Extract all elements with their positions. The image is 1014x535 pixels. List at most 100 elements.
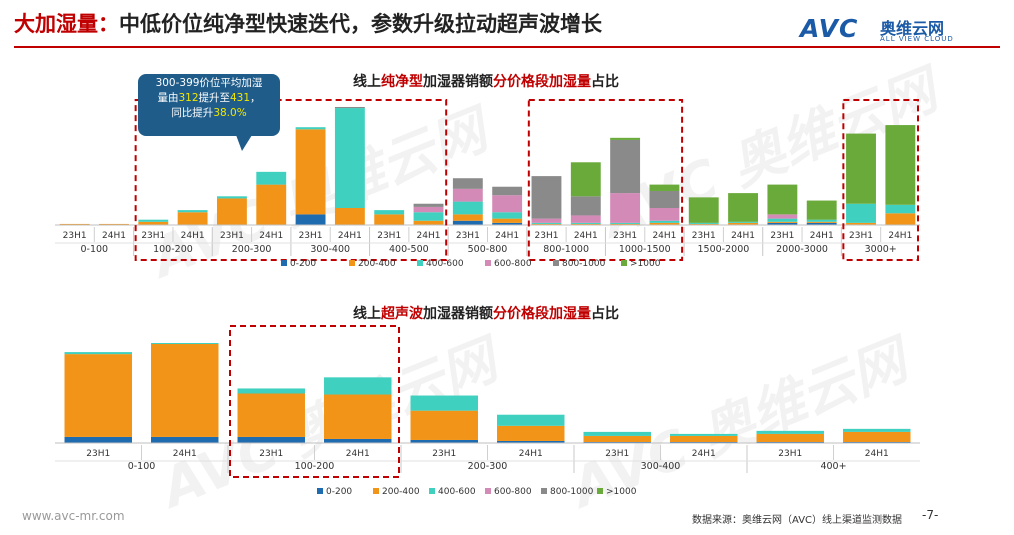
bar-segment-400-600 (295, 127, 326, 130)
legend-swatch (541, 488, 547, 494)
bar-segment-800-1000 (531, 176, 562, 219)
tick-label-period: 23H1 (259, 449, 283, 459)
bar-segment-600-800 (452, 188, 483, 202)
tick-label-period: 23H1 (432, 449, 456, 459)
logo-mark: AVC (800, 14, 859, 43)
callout-text: 量由 (157, 92, 179, 104)
bar-segment-200-400 (59, 223, 90, 225)
tick-label-period: 23H1 (299, 231, 323, 241)
callout-line-2: 量由312提升至431， (138, 91, 280, 106)
tick-label-period: 23H1 (770, 231, 794, 241)
callout-line-1: 300-399价位平均加湿 (155, 77, 263, 89)
bar-segment->1000 (806, 200, 837, 220)
page-title-highlight: 大加湿量： (14, 12, 119, 36)
bar-segment-200-400 (216, 198, 247, 225)
callout-text: 提升至 (198, 92, 231, 104)
bar-segment-400-600 (334, 108, 365, 208)
callout-text: ， (250, 92, 261, 104)
tick-label-period: 23H1 (377, 231, 401, 241)
legend-label: >1000 (606, 487, 637, 497)
legend-label: 0-200 (290, 259, 316, 269)
legend-swatch (349, 260, 355, 266)
footer-website: www.avc-mr.com (22, 509, 125, 523)
callout-value-new: 431 (230, 92, 251, 104)
tick-label-period: 23H1 (692, 231, 716, 241)
bar-segment-200-400 (728, 222, 759, 225)
tick-label-group: 100-200 (153, 244, 193, 255)
bar-segment-400-600 (531, 222, 562, 224)
bar-segment->1000 (610, 137, 641, 140)
bar-segment-600-800 (649, 207, 680, 221)
tick-label-period: 23H1 (141, 231, 165, 241)
tick-label-period: 23H1 (86, 449, 110, 459)
chart-title-part: 占比 (591, 73, 619, 90)
highlight-box (134, 99, 448, 261)
tick-label-period: 24H1 (338, 231, 362, 241)
bar-segment-200-400 (885, 213, 916, 225)
tick-label-group: 300-400 (310, 244, 350, 255)
legend-label: 200-400 (358, 259, 396, 269)
callout-bubble: 300-399价位平均加湿 量由312提升至431， 同比提升38.0% (138, 74, 280, 136)
bar-segment-200-400 (151, 344, 219, 437)
chart-title: 线上超声波加湿器销额分价格段加湿量占比 (353, 305, 619, 322)
chart-title-part: 占比 (591, 305, 619, 322)
bar-segment-200-400 (177, 212, 208, 225)
tick-label-group: 500-800 (468, 244, 508, 255)
tick-label-period: 23H1 (613, 231, 637, 241)
bar-segment-400-600 (324, 377, 392, 395)
logo-en-text: ALL VIEW CLOUD (880, 35, 954, 43)
bar-segment-400-600 (688, 222, 719, 224)
tick-label-period: 24H1 (173, 449, 197, 459)
legend-swatch (281, 260, 287, 266)
bar-segment-400-600 (237, 388, 305, 394)
chart-ultrasonic-humidifier: 线上超声波加湿器销额分价格段加湿量占比 23H1 24H1 0-100 23H1 24H1… (55, 305, 920, 497)
tick-label-period: 23H1 (535, 231, 559, 241)
tick-label-period: 24H1 (810, 231, 834, 241)
legend-label: 400-600 (426, 259, 464, 269)
bar-segment-400-600 (216, 196, 247, 199)
bar-segment-0-200 (497, 440, 565, 443)
tick-label-period: 24H1 (574, 231, 598, 241)
legend-label: 800-1000 (562, 259, 606, 269)
bar-segment-400-600 (256, 171, 287, 185)
legend-label: 200-400 (382, 487, 420, 497)
bar-segment-200-400 (610, 223, 641, 225)
tick-label-group: 100-200 (295, 461, 335, 472)
bar-segment-400-600 (843, 428, 911, 432)
legend-swatch (373, 488, 379, 494)
tick-label-period: 23H1 (778, 449, 802, 459)
bar-segment-400-600 (151, 343, 219, 345)
bar-segment-0-200 (410, 439, 478, 443)
bar-segment-200-400 (410, 410, 478, 440)
bar-segment-200-400 (843, 431, 911, 442)
avc-logo: AVC 奥维云网 ALL VIEW CLOUD (800, 12, 1000, 46)
bar-segment-400-600 (846, 203, 876, 223)
legend-swatch (553, 260, 559, 266)
bar-segment-200-400 (497, 425, 565, 441)
tick-label-period: 24H1 (259, 231, 283, 241)
bar-segment-800-1000 (492, 186, 523, 196)
bar-segment-0-200 (151, 436, 219, 443)
bar-segment-0-200 (324, 438, 392, 443)
bar-segment-400-600 (177, 210, 208, 213)
bar-segment->1000 (570, 162, 601, 197)
bar-segment-400-600 (728, 221, 759, 223)
bar-segment-200-400 (531, 223, 562, 225)
bar-segment-200-400 (324, 394, 392, 439)
bar-segment-200-400 (334, 207, 365, 225)
bar-segment-400-600 (138, 219, 169, 222)
bar-segment-200-400 (138, 221, 169, 225)
bar-segment-400-600 (885, 204, 916, 214)
bar-segment-0-200 (670, 441, 738, 443)
legend-swatch (429, 488, 435, 494)
bar-segment-0-200 (767, 222, 798, 225)
bar-segment-200-400 (374, 214, 405, 225)
tick-label-period: 24H1 (652, 231, 676, 241)
bar-segment-600-800 (610, 193, 641, 223)
title-divider (14, 46, 1000, 48)
chart-title-part: 分价格段加湿量 (493, 305, 591, 322)
bar-segment->1000 (885, 125, 916, 205)
bar-segment-0-200 (583, 441, 651, 443)
bar-segment-400-600 (492, 212, 523, 219)
bar-segment-400-600 (583, 431, 651, 436)
